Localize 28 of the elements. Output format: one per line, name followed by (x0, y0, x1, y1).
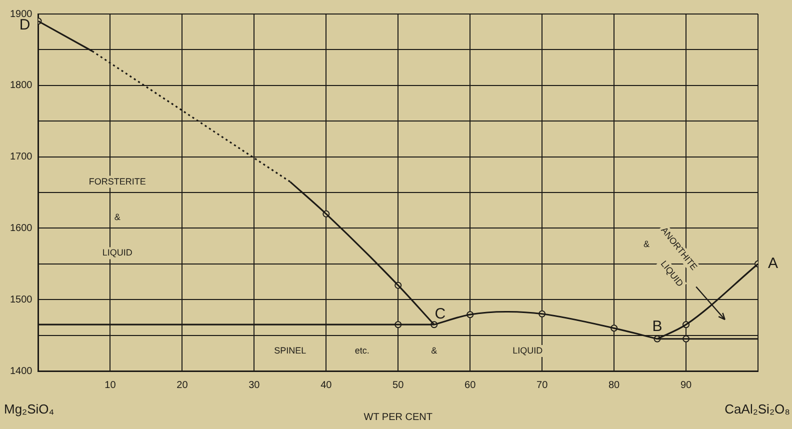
x-tick-label: 90 (680, 380, 692, 391)
y-tick-label: 1800 (10, 80, 33, 92)
x-tick-label: 10 (104, 380, 116, 391)
x-tick-label: 40 (320, 380, 332, 391)
text: CaAl₂Si₂O₈ (724, 402, 790, 417)
x-tick-label: 20 (176, 380, 188, 391)
y-tick-label: 1600 (10, 222, 33, 234)
annotation: LIQUID (512, 345, 544, 356)
x-tick-label: 60 (464, 380, 476, 391)
y-tick-label: 1500 (10, 294, 33, 306)
x-tick-label: 70 (536, 380, 548, 391)
annotation: B (652, 318, 662, 336)
annotation: C (434, 306, 446, 323)
y-tick-label: 1700 (10, 152, 33, 163)
x-tick-label: 50 (392, 380, 404, 391)
x-tick-label: 30 (248, 380, 260, 391)
annotation: etc. (354, 345, 370, 356)
x-tick-label: 80 (608, 380, 620, 391)
annotation: & (114, 212, 120, 222)
annotation: & (643, 239, 650, 250)
y-tick-label: 1400 (10, 366, 33, 377)
annotation: FORSTERITE (88, 176, 146, 186)
annotation: SPINEL (274, 345, 306, 356)
text: Mg₂SiO₄ (4, 402, 54, 417)
x-axis-title: WT PER CENT (364, 412, 432, 423)
annotation: A (768, 255, 778, 272)
annotation: LIQUID (102, 248, 133, 258)
annotation: & (431, 345, 438, 356)
